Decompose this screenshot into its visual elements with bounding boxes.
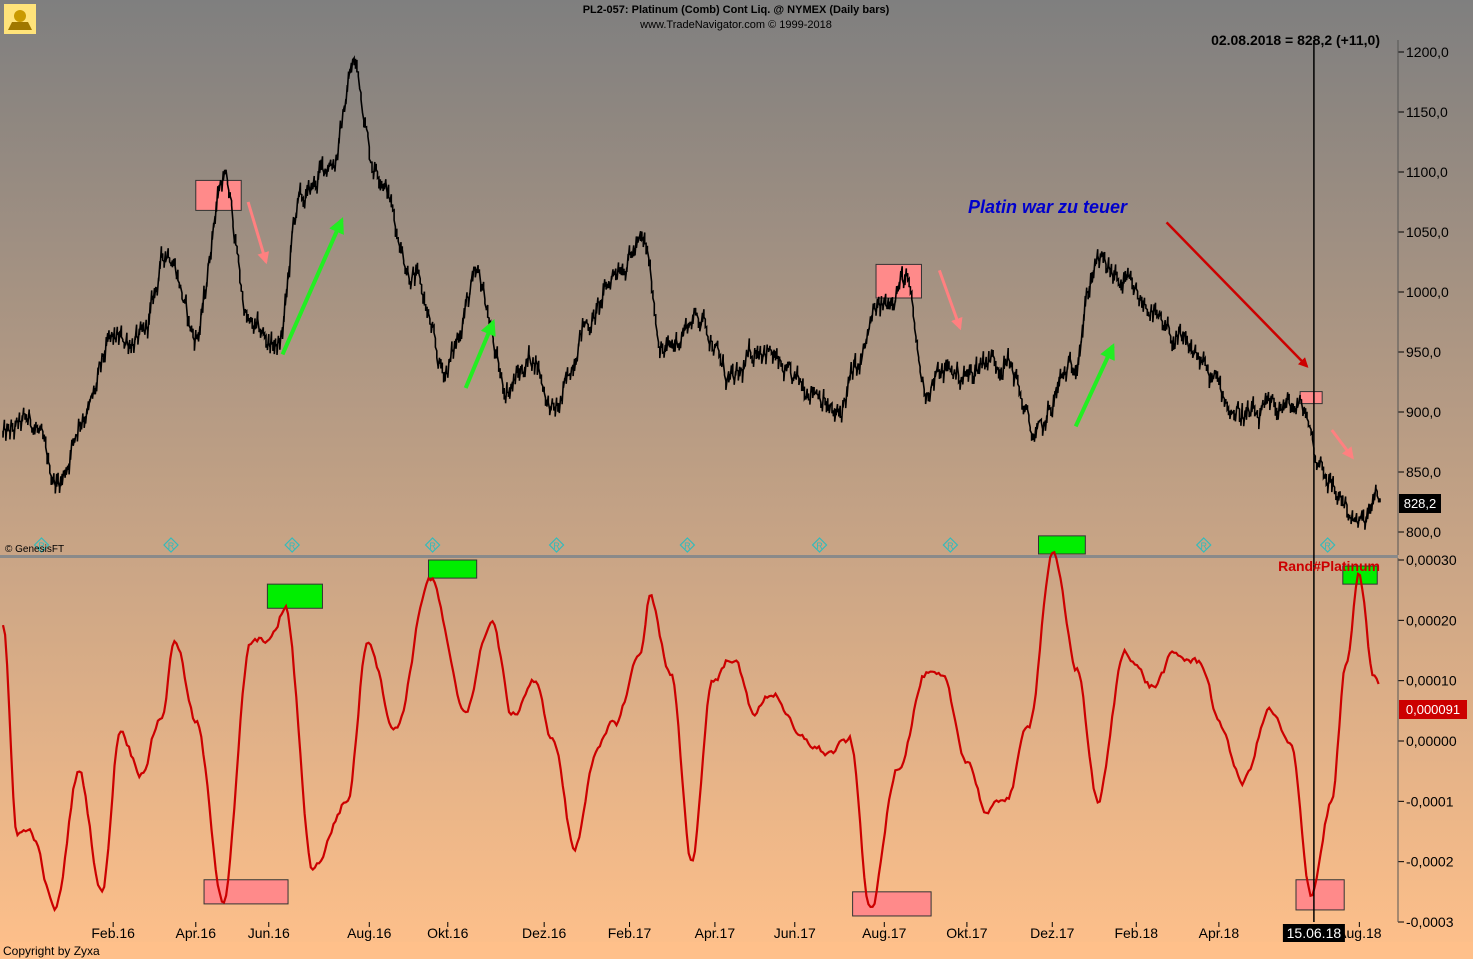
indicator-trough-box [1295, 879, 1345, 911]
footer-strip [0, 942, 1473, 959]
event-marker-label: R [38, 541, 45, 551]
indicator-tick-label: -0,0003 [1406, 914, 1454, 930]
event-marker-label: R [816, 541, 823, 551]
crosshair-date-tag [1282, 924, 1345, 942]
event-marker-icon [163, 537, 179, 553]
price-series-line [2, 55, 1381, 530]
time-tick-label: Feb.17 [608, 925, 652, 941]
crosshair-readout: 02.08.2018 = 828,2 (+11,0) [1211, 32, 1380, 48]
annotation-arrows [246, 201, 1354, 460]
price-highlight-box [875, 263, 922, 299]
indicator-y-axis: -0,0003 -0,0002 -0,0001 0,00000 0,00010 0,000… [1397, 552, 1457, 930]
price-last-value-tag [1399, 494, 1441, 513]
time-tick-label: Apr.17 [695, 925, 736, 941]
watermark-text: © GenesisFT [5, 544, 64, 555]
time-tick-label: Aug.17 [862, 925, 907, 941]
green-arrow [463, 319, 496, 389]
event-marker-icon [811, 537, 828, 553]
price-tick-label: 900,0 [1406, 404, 1441, 420]
annotation-text: Platin war zu teuer [968, 197, 1128, 217]
price-last-value-text: 828,2 [1404, 496, 1437, 511]
price-tick-label: 1150,0 [1406, 104, 1448, 120]
indicator-peak-box [1038, 535, 1086, 555]
price-tick-label: 1200,0 [1406, 44, 1449, 60]
time-tick-label: Feb.18 [1114, 925, 1158, 941]
price-tick-label: 950,0 [1406, 344, 1441, 360]
time-tick-label: Dez.17 [1030, 925, 1075, 941]
green-arrow [1073, 343, 1115, 428]
indicator-peak-box [427, 559, 478, 579]
event-marker-icon [548, 537, 565, 553]
logo-icon [4, 4, 36, 34]
event-marker-label: R [684, 541, 691, 551]
dark-arrow [1165, 221, 1309, 368]
pink-arrow [937, 269, 963, 331]
event-marker-label: R [289, 541, 296, 551]
chart-subtitle: www.TradeNavigator.com © 1999-2018 [639, 19, 832, 31]
indicator-last-value-tag [1399, 700, 1467, 719]
price-tick-label: 850,0 [1406, 464, 1441, 480]
price-tick-label: 800,0 [1406, 524, 1441, 540]
green-arrow [280, 217, 344, 356]
price-y-axis: 800,0 850,0 900,0 950,0 1000,0 1050,0 1100,0 11… [1397, 40, 1449, 555]
price-tick-label: 1050,0 [1406, 224, 1449, 240]
event-marker-label: R [553, 541, 560, 551]
time-tick-label: Jun.17 [774, 925, 816, 941]
pink-arrow [1330, 429, 1354, 460]
crosshair-date-text: 15.06.18 [1287, 925, 1342, 941]
panel-divider[interactable] [0, 555, 1398, 558]
indicator-tick-label: -0,0002 [1406, 854, 1454, 870]
indicator-tick-label: 0,00030 [1406, 552, 1457, 568]
indicator-trough-box [852, 891, 932, 917]
time-tick-label: Jun.16 [248, 925, 290, 941]
copyright-text: Copyright by Zyxa [3, 944, 100, 958]
event-marker-label: R [1200, 541, 1207, 551]
price-highlight-box [1299, 391, 1323, 405]
event-marker-icon [284, 537, 301, 553]
time-tick-label: Okt.16 [427, 925, 468, 941]
time-tick-label: Apr.18 [1199, 925, 1240, 941]
indicator-tick-label: -0,0001 [1406, 793, 1454, 809]
event-marker-label: R [429, 541, 436, 551]
indicator-tick-label: 0,00020 [1406, 612, 1457, 628]
event-markers: RRRRRRRRRRR [33, 537, 1336, 553]
price-tick-label: 1000,0 [1406, 284, 1449, 300]
time-tick-label: Apr.16 [176, 925, 217, 941]
indicator-name-label: Rand#Platinum [1278, 558, 1380, 574]
event-marker-icon [942, 537, 959, 553]
indicator-series-line [1, 550, 1380, 913]
time-tick-label: Okt.17 [946, 925, 987, 941]
indicator-tick-label: 0,00010 [1406, 673, 1457, 689]
event-marker-icon [33, 537, 50, 553]
event-marker-icon [1195, 537, 1212, 553]
pink-arrow [246, 201, 270, 265]
time-x-axis: Feb.16 Apr.16 Jun.16 Aug.16 Okt.16 Dez.16 Feb.… [91, 922, 1382, 941]
price-tick-label: 1100,0 [1406, 164, 1448, 180]
indicator-tick-label: 0,00000 [1406, 733, 1457, 749]
indicator-last-value-text: 0,000091 [1406, 702, 1460, 717]
indicator-peak-box [266, 583, 323, 609]
event-marker-icon [679, 537, 696, 553]
event-marker-label: R [1324, 541, 1331, 551]
event-marker-icon [424, 537, 441, 553]
highlight-boxes [195, 179, 1378, 917]
time-tick-label: Dez.16 [522, 925, 567, 941]
event-marker-label: R [168, 541, 175, 551]
time-tick-label: Feb.16 [91, 925, 135, 941]
time-tick-label: Aug.18 [1337, 925, 1382, 941]
chart-title: PL2-057: Platinum (Comb) Cont Liq. @ NYM… [583, 4, 890, 16]
event-marker-label: R [947, 541, 954, 551]
time-tick-label: Aug.16 [347, 925, 392, 941]
event-marker-icon [1319, 537, 1336, 553]
